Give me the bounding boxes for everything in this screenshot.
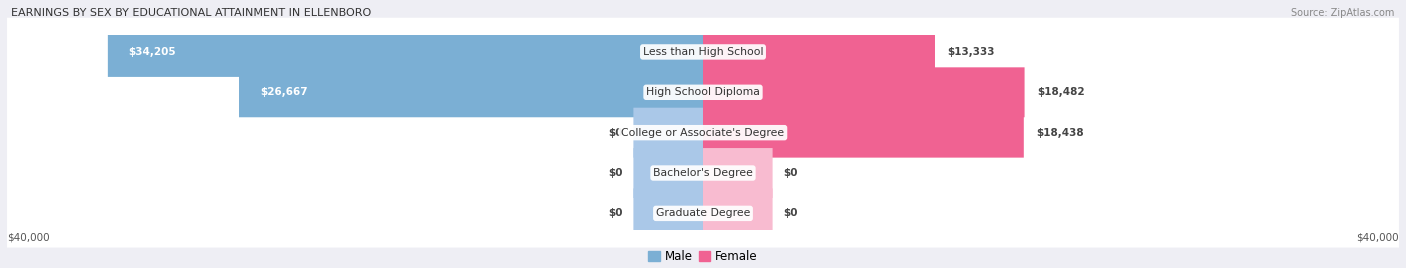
Text: $0: $0 <box>609 128 623 138</box>
FancyBboxPatch shape <box>7 58 1399 126</box>
FancyBboxPatch shape <box>7 139 1399 207</box>
Text: $0: $0 <box>783 209 797 218</box>
Legend: Male, Female: Male, Female <box>644 245 762 268</box>
Text: Graduate Degree: Graduate Degree <box>655 209 751 218</box>
Text: College or Associate's Degree: College or Associate's Degree <box>621 128 785 138</box>
FancyBboxPatch shape <box>703 148 773 198</box>
Text: $18,482: $18,482 <box>1036 87 1084 97</box>
Text: Source: ZipAtlas.com: Source: ZipAtlas.com <box>1291 8 1395 18</box>
Text: $40,000: $40,000 <box>1357 232 1399 242</box>
FancyBboxPatch shape <box>633 108 703 158</box>
FancyBboxPatch shape <box>703 108 1024 158</box>
FancyBboxPatch shape <box>7 98 1399 167</box>
FancyBboxPatch shape <box>108 27 703 77</box>
FancyBboxPatch shape <box>703 27 935 77</box>
Text: High School Diploma: High School Diploma <box>647 87 759 97</box>
FancyBboxPatch shape <box>633 188 703 238</box>
Text: Less than High School: Less than High School <box>643 47 763 57</box>
Text: EARNINGS BY SEX BY EDUCATIONAL ATTAINMENT IN ELLENBORO: EARNINGS BY SEX BY EDUCATIONAL ATTAINMEN… <box>11 8 371 18</box>
FancyBboxPatch shape <box>703 188 773 238</box>
FancyBboxPatch shape <box>7 179 1399 248</box>
Text: $0: $0 <box>609 168 623 178</box>
Text: $13,333: $13,333 <box>948 47 994 57</box>
FancyBboxPatch shape <box>703 67 1025 117</box>
FancyBboxPatch shape <box>239 67 703 117</box>
Text: $26,667: $26,667 <box>260 87 308 97</box>
Text: $0: $0 <box>783 168 797 178</box>
Text: $18,438: $18,438 <box>1036 128 1084 138</box>
Text: $0: $0 <box>609 209 623 218</box>
Text: $40,000: $40,000 <box>7 232 49 242</box>
FancyBboxPatch shape <box>633 148 703 198</box>
FancyBboxPatch shape <box>7 18 1399 86</box>
Text: $34,205: $34,205 <box>129 47 176 57</box>
Text: Bachelor's Degree: Bachelor's Degree <box>652 168 754 178</box>
